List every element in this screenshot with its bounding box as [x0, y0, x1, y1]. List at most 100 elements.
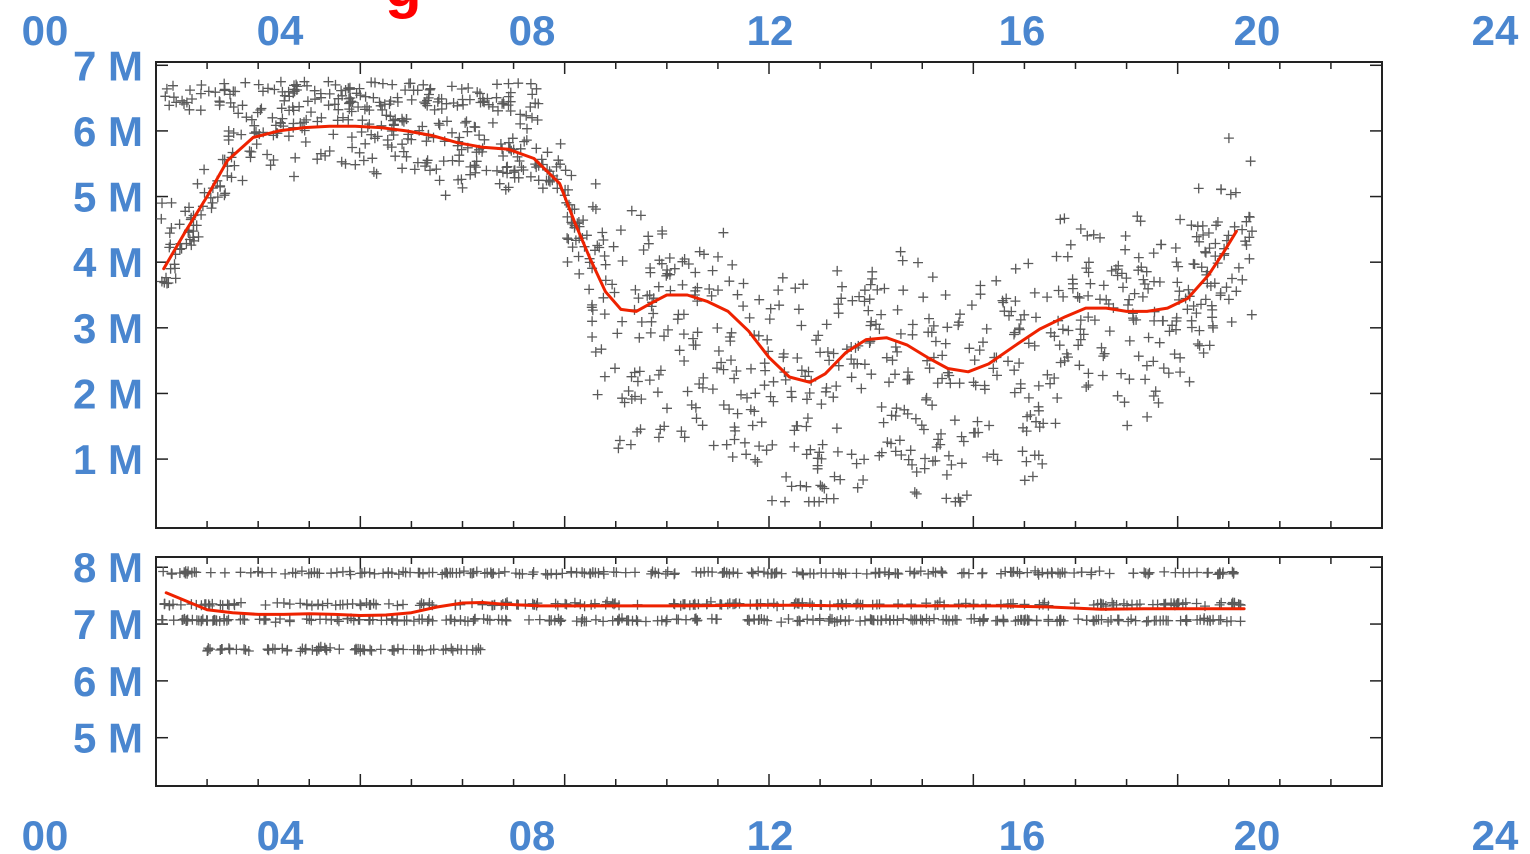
top-sample-point: [623, 386, 634, 396]
bottom-sample-point: [414, 614, 425, 625]
top-sample-point: [1141, 266, 1152, 277]
top-sample-point: [645, 267, 656, 278]
top-sample-point: [493, 105, 503, 116]
top-sample-point: [851, 458, 862, 469]
top-sample-point: [765, 303, 776, 314]
top-sample-point: [721, 439, 732, 450]
bottom-scatter-plot: 00 04 08 12 16 20 24 5 M 6 M 7 M 8 M: [22, 544, 1519, 854]
top-sample-point: [170, 273, 181, 284]
bottom-sample-point: [1086, 567, 1097, 578]
top-sample-point: [619, 397, 630, 408]
bottom-sample-point: [905, 566, 915, 577]
top-sample-point: [463, 83, 474, 93]
top-sample-point: [1042, 292, 1053, 303]
top-y-tick-label: 3 M: [73, 305, 143, 352]
top-sample-point: [1216, 184, 1227, 195]
bottom-sample-point: [196, 615, 207, 626]
top-sample-point: [762, 334, 773, 345]
top-sample-point: [1244, 253, 1255, 264]
top-sample-point: [408, 85, 419, 96]
top-sample-point: [1206, 300, 1217, 311]
top-sample-point: [267, 112, 278, 123]
top-sample-point: [219, 190, 230, 201]
bottom-sample-point: [836, 569, 847, 580]
top-sample-point: [382, 135, 393, 145]
bottom-sample-point: [1094, 566, 1105, 577]
top-sample-point: [533, 175, 544, 186]
top-sample-point: [718, 400, 729, 410]
top-sample-point: [527, 89, 538, 100]
top-sample-point: [1083, 368, 1094, 379]
top-sample-point: [936, 428, 946, 439]
top-sample-point: [865, 279, 876, 290]
bottom-sample-point: [236, 597, 246, 608]
bottom-sample-point: [331, 567, 342, 578]
top-sample-point: [422, 95, 432, 106]
top-sample-point: [910, 413, 921, 424]
bottom-sample-point: [915, 614, 926, 625]
bottom-sample-point: [732, 568, 743, 579]
top-sample-point: [343, 114, 354, 125]
bottom-sample-point: [577, 567, 588, 578]
bottom-sample-point: [467, 568, 478, 579]
top-sample-point: [214, 100, 225, 111]
top-sample-point: [1191, 231, 1202, 242]
bottom-sample-point: [168, 615, 179, 626]
bottom-sample-point: [827, 614, 837, 625]
top-sample-point: [536, 154, 547, 165]
bottom-sample-point: [353, 643, 364, 654]
top-sample-point: [599, 371, 610, 382]
bottom-sample-point: [473, 643, 484, 654]
bottom-sample-point: [245, 567, 256, 578]
bottom-sample-point: [621, 615, 632, 626]
top-sample-point: [661, 270, 672, 281]
bottom-sample-point: [963, 568, 974, 579]
top-sample-point: [801, 421, 812, 432]
bottom-sample-point: [446, 643, 457, 654]
top-sample-point: [998, 297, 1009, 308]
top-sample-point: [1034, 422, 1045, 433]
bottom-sample-point: [471, 645, 482, 656]
top-sample-point: [433, 94, 444, 104]
bottom-sample-point: [614, 613, 625, 624]
top-sample-point: [412, 157, 423, 168]
bottom-sample-point: [408, 616, 419, 627]
top-sample-point: [831, 381, 842, 392]
top-sample-point: [854, 291, 865, 302]
top-sample-point: [587, 332, 598, 342]
top-sample-point: [761, 445, 772, 456]
top-sample-point: [344, 84, 355, 95]
top-sample-point: [469, 160, 480, 171]
bottom-sample-point: [1178, 567, 1189, 578]
top-sample-point: [353, 102, 364, 112]
bottom-y-axis-ticks: 5 M 6 M 7 M 8 M: [73, 544, 1382, 762]
top-sample-point: [171, 97, 182, 108]
bottom-sample-point: [524, 614, 534, 625]
bottom-sample-point: [267, 643, 278, 654]
top-sample-point: [229, 160, 240, 171]
top-sample-point: [932, 378, 943, 389]
top-sample-point: [626, 371, 637, 382]
top-sample-point: [521, 110, 532, 121]
bottom-sample-point: [870, 568, 881, 579]
top-sample-point: [483, 99, 494, 110]
top-x-tick-label: 08: [509, 7, 556, 54]
top-sample-point: [392, 92, 403, 103]
top-sample-point: [786, 481, 797, 492]
top-sample-point: [718, 227, 729, 238]
top-sample-point: [302, 96, 313, 107]
top-sample-point: [1233, 262, 1244, 273]
bottom-sample-point: [929, 613, 939, 624]
bottom-sample-point: [711, 614, 722, 625]
top-sample-point: [646, 316, 657, 327]
top-sample-point: [828, 493, 839, 504]
top-sample-point: [813, 330, 824, 341]
bottom-sample-point: [427, 567, 438, 578]
top-sample-point: [642, 290, 653, 301]
bottom-sample-point: [1226, 616, 1236, 626]
top-sample-point: [852, 482, 863, 493]
bottom-sample-point: [398, 566, 409, 577]
top-sample-point: [816, 399, 827, 410]
top-sample-point: [1226, 317, 1237, 327]
top-sample-point: [1083, 312, 1094, 323]
